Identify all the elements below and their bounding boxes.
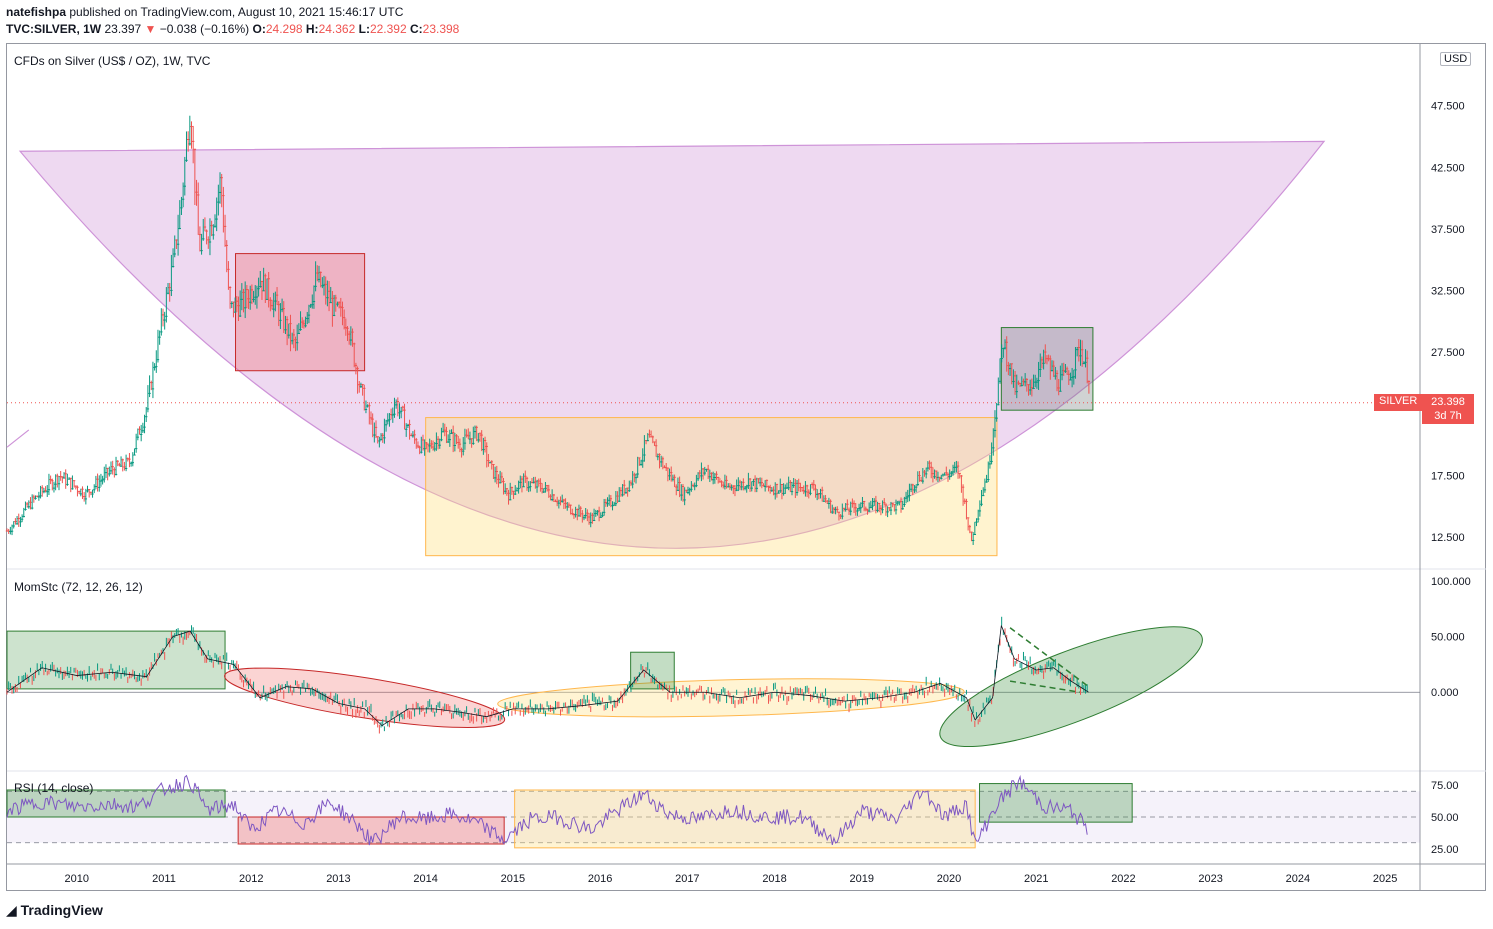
axes: 47.500 42.500 37.500 32.500 27.500 17.500 12.5… (65, 101, 1471, 885)
time-tick-label: 2019 (850, 873, 874, 885)
time-tick-label: 2016 (588, 873, 612, 885)
close-value: 23.398 (422, 22, 460, 36)
price-tick-label: 42.500 (1431, 162, 1465, 174)
main-pane-title: CFDs on Silver (US$ / OZ), 1W, TVC (14, 54, 211, 68)
time-tick-label: 2023 (1198, 873, 1222, 885)
high-value: 24.362 (318, 22, 356, 36)
mom-ellipse-green (939, 626, 1203, 748)
price-tick-label: 17.500 (1431, 471, 1465, 483)
time-tick-label: 2021 (1024, 873, 1048, 885)
publisher-name[interactable]: natefishpa (6, 5, 67, 19)
change-down-icon: ▼ (144, 22, 157, 36)
publisher-line: natefishpa published on TradingView.com,… (6, 5, 403, 19)
rsi-tick-label: 25.00 (1431, 844, 1459, 856)
price-tick-label: 37.500 (1431, 224, 1465, 236)
price-tick-label: 47.500 (1431, 101, 1465, 113)
time-tick-label: 2018 (762, 873, 786, 885)
time-tick-label: 2014 (413, 873, 437, 885)
open-value: 24.298 (265, 22, 303, 36)
symbol-price-tag: SILVER (1374, 394, 1423, 411)
mom-ellipse-red (224, 667, 506, 728)
mom-triangle (1009, 627, 1090, 693)
rsi-pane-title: RSI (14, close) (14, 781, 94, 795)
grid (7, 44, 1486, 890)
price-tick-label: 12.500 (1431, 532, 1465, 544)
mom-signal-line (6, 625, 1089, 727)
last-price-tag: 23.398 3d 7h (1422, 394, 1474, 424)
symbol: TVC:SILVER, 1W (6, 22, 102, 36)
annotations-front (1009, 627, 1090, 693)
time-tick-label: 2010 (65, 873, 89, 885)
close-label: C: (409, 22, 423, 36)
time-tick-label: 2022 (1111, 873, 1135, 885)
price-tick-label: 27.500 (1431, 347, 1465, 359)
currency-badge[interactable]: USD (1440, 52, 1472, 66)
rsi-tick-label: 50.00 (1431, 812, 1459, 824)
published-text: published on TradingView.com, August 10,… (69, 5, 404, 19)
open-label: O: (252, 22, 266, 36)
change-value: −0.038 (−0.16%) (159, 22, 250, 36)
time-tick-label: 2015 (501, 873, 525, 885)
mom-box-green (6, 630, 226, 690)
annotations-back (6, 140, 1420, 849)
rsi-box-green-right (979, 783, 1133, 823)
tradingview-logo-icon: ◢ (6, 902, 21, 918)
time-tick-label: 2017 (675, 873, 699, 885)
mom-tick-label: 50.000 (1431, 632, 1465, 644)
time-tick-label: 2024 (1286, 873, 1310, 885)
rsi-tick-label: 75.00 (1431, 780, 1459, 792)
high-label: H: (305, 22, 319, 36)
time-tick-label: 2020 (937, 873, 961, 885)
price-series (5, 115, 1091, 545)
time-tick-label: 2011 (152, 873, 176, 885)
cup-left-stub (6, 429, 30, 448)
low-value: 22.392 (369, 22, 407, 36)
mom-box-small (630, 651, 675, 690)
chart-frame (6, 43, 1486, 891)
time-tick-label: 2013 (326, 873, 350, 885)
symbol-line: TVC:SILVER, 1W 23.397 ▼ −0.038 (−0.16%) … (6, 22, 459, 36)
base-box-orange (425, 417, 998, 557)
last-price: 23.397 (104, 22, 142, 36)
rsi-line (6, 774, 1088, 846)
rsi-box-orange (514, 789, 976, 849)
bar-countdown: 3d 7h (1434, 410, 1462, 422)
mom-tick-label: 0.000 (1431, 687, 1459, 699)
time-tick-label: 2025 (1373, 873, 1397, 885)
price-tick-label: 32.500 (1431, 286, 1465, 298)
cup-shape (18, 140, 1326, 549)
mom-tick-label: 100.000 (1431, 576, 1471, 588)
tradingview-logo[interactable]: ◢ TradingView (6, 902, 103, 919)
rsi-box-green-left (6, 789, 226, 818)
mom-pane-title: MomStc (72, 12, 26, 12) (14, 580, 143, 594)
last-price-tag-value: 23.398 (1431, 396, 1465, 408)
momstc-series (6, 616, 1089, 734)
logo-text: TradingView (20, 902, 103, 918)
low-label: L: (358, 22, 370, 36)
rsi-series (6, 774, 1088, 846)
time-tick-label: 2012 (239, 873, 263, 885)
